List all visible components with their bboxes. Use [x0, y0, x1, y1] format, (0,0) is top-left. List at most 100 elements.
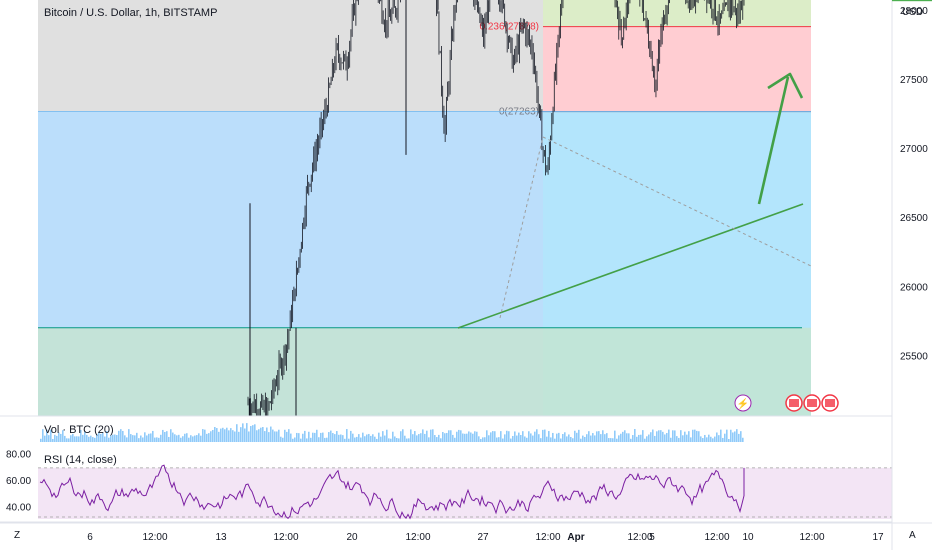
volume-bar	[320, 432, 322, 442]
volume-bar	[66, 438, 68, 442]
time-tick-label: 12:00	[704, 532, 729, 543]
volume-bar	[700, 436, 702, 442]
volume-bar	[520, 435, 522, 442]
volume-bar	[186, 433, 188, 442]
volume-bar	[594, 435, 596, 442]
volume-bar	[518, 432, 520, 442]
volume-bar	[440, 438, 442, 442]
volume-bar	[214, 427, 216, 442]
volume-bar	[680, 430, 682, 442]
volume-bar	[558, 432, 560, 442]
volume-bar	[118, 430, 120, 442]
volume-bar	[402, 429, 404, 442]
volume-bar	[614, 430, 616, 442]
volume-bar	[178, 434, 180, 442]
volume-bar	[286, 431, 288, 442]
volume-bar	[414, 431, 416, 442]
volume-bar	[64, 435, 66, 442]
volume-bar	[540, 438, 542, 442]
volume-bar	[420, 433, 422, 442]
volume-bar	[300, 438, 302, 442]
volume-bar	[324, 437, 326, 442]
volume-bar	[154, 437, 156, 442]
volume-bar	[622, 431, 624, 442]
volume-bar	[272, 429, 274, 442]
volume-bar	[218, 431, 220, 442]
volume-bar	[86, 434, 88, 442]
volume-bar	[526, 437, 528, 442]
volume-bar	[296, 432, 298, 442]
volume-bar	[114, 434, 116, 442]
volume-bar	[290, 433, 292, 442]
volume-bar	[678, 437, 680, 442]
descending-dashed-line	[542, 136, 812, 267]
volume-bar	[576, 432, 578, 442]
volume-bar	[426, 430, 428, 442]
volume-bar	[112, 434, 114, 442]
volume-bar	[418, 434, 420, 442]
volume-bar	[720, 429, 722, 442]
volume-bar	[684, 431, 686, 442]
volume-bar	[740, 431, 742, 442]
volume-bar	[698, 431, 700, 442]
volume-bar	[428, 437, 430, 442]
green-bottom-zone	[38, 327, 811, 416]
volume-bar	[160, 434, 162, 442]
volume-bar	[632, 435, 634, 442]
volume-bar	[270, 426, 272, 442]
volume-bar	[560, 438, 562, 442]
volume-bar	[52, 438, 54, 442]
volume-bar	[268, 432, 270, 442]
volume-bar	[712, 438, 714, 442]
volume-bar	[624, 430, 626, 442]
volume-bar	[460, 430, 462, 442]
volume-bar	[522, 431, 524, 442]
volume-bar	[716, 432, 718, 442]
volume-bar	[308, 431, 310, 442]
volume-bar	[206, 433, 208, 442]
volume-bar	[44, 435, 46, 442]
volume-bar	[164, 431, 166, 442]
volume-bar	[134, 435, 136, 442]
volume-bar	[248, 431, 250, 442]
volume-bar	[670, 437, 672, 442]
rsi-line	[39, 464, 745, 520]
volume-bar	[136, 432, 138, 442]
volume-bar	[588, 431, 590, 442]
volume-bar	[340, 434, 342, 442]
volume-bar	[628, 433, 630, 442]
volume-bar	[562, 434, 564, 442]
volume-bar	[280, 436, 282, 442]
volume-bar	[478, 436, 480, 442]
volume-bar	[584, 436, 586, 442]
volume-bar	[652, 429, 654, 442]
volume-bar	[274, 431, 276, 442]
volume-bar	[498, 437, 500, 442]
volume-bar	[416, 435, 418, 442]
volume-bar	[454, 437, 456, 442]
volume-bar	[706, 437, 708, 442]
volume-bar	[234, 431, 236, 442]
volume-bar	[216, 428, 218, 442]
auto-scale-button[interactable]: A	[909, 530, 916, 541]
volume-bar	[278, 429, 280, 442]
zoom-left-button[interactable]: Z	[14, 530, 21, 541]
volume-bar	[546, 436, 548, 442]
volume-bar	[500, 431, 502, 442]
volume-bar	[696, 430, 698, 442]
volume-bar	[266, 427, 268, 442]
volume-bar	[602, 430, 604, 442]
volume-bar	[188, 437, 190, 442]
price-tick-label: 28000	[900, 6, 928, 17]
price-axis-bg	[892, 0, 932, 550]
volume-bar	[604, 434, 606, 442]
volume-bar	[204, 429, 206, 442]
volume-bar	[376, 438, 378, 442]
volume-bar	[456, 431, 458, 442]
volume-bar	[566, 436, 568, 442]
volume-bar	[640, 434, 642, 442]
price-tick-label: 27000	[900, 144, 928, 155]
volume-bar	[68, 438, 70, 442]
